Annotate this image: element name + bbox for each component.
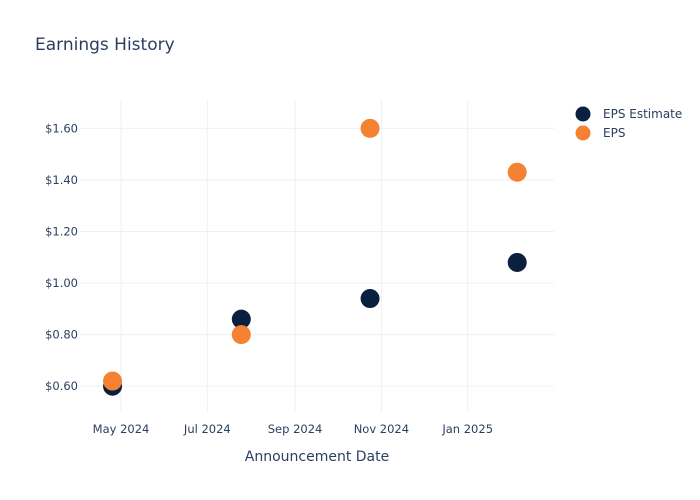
- y-tick-label: $1.20: [45, 225, 78, 239]
- x-axis: May 2024 Jul 2024 Sep 2024 Nov 2024 Jan 2025: [93, 422, 493, 436]
- point-eps[interactable]: [103, 371, 123, 391]
- point-eps-estimate[interactable]: [231, 309, 251, 329]
- y-tick-label: $1.40: [45, 173, 78, 187]
- legend: EPS Estimate EPS: [575, 106, 682, 141]
- point-eps[interactable]: [507, 162, 527, 182]
- grid-layer: [80, 100, 554, 412]
- y-tick-label: $1.00: [45, 276, 78, 290]
- y-axis: $0.60 $0.80 $1.00 $1.20 $1.40 $1.60: [45, 121, 78, 393]
- legend-label[interactable]: EPS Estimate: [603, 107, 682, 121]
- legend-label[interactable]: EPS: [603, 126, 625, 140]
- x-tick-label: Sep 2024: [268, 422, 323, 436]
- y-tick-label: $0.60: [45, 379, 78, 393]
- legend-marker[interactable]: [575, 125, 591, 141]
- point-eps[interactable]: [360, 118, 380, 138]
- chart-title: Earnings History: [35, 35, 175, 55]
- x-tick-label: Jan 2025: [441, 422, 493, 436]
- point-eps-estimate[interactable]: [360, 289, 380, 309]
- point-eps[interactable]: [231, 325, 251, 345]
- y-tick-label: $1.60: [45, 121, 78, 135]
- y-tick-label: $0.80: [45, 328, 78, 342]
- x-tick-label: Nov 2024: [354, 422, 409, 436]
- x-axis-title: Announcement Date: [245, 449, 389, 465]
- x-tick-label: May 2024: [93, 422, 150, 436]
- point-eps-estimate[interactable]: [507, 252, 527, 272]
- legend-marker[interactable]: [575, 106, 591, 122]
- x-tick-label: Jul 2024: [183, 422, 231, 436]
- plot-area: [103, 118, 527, 396]
